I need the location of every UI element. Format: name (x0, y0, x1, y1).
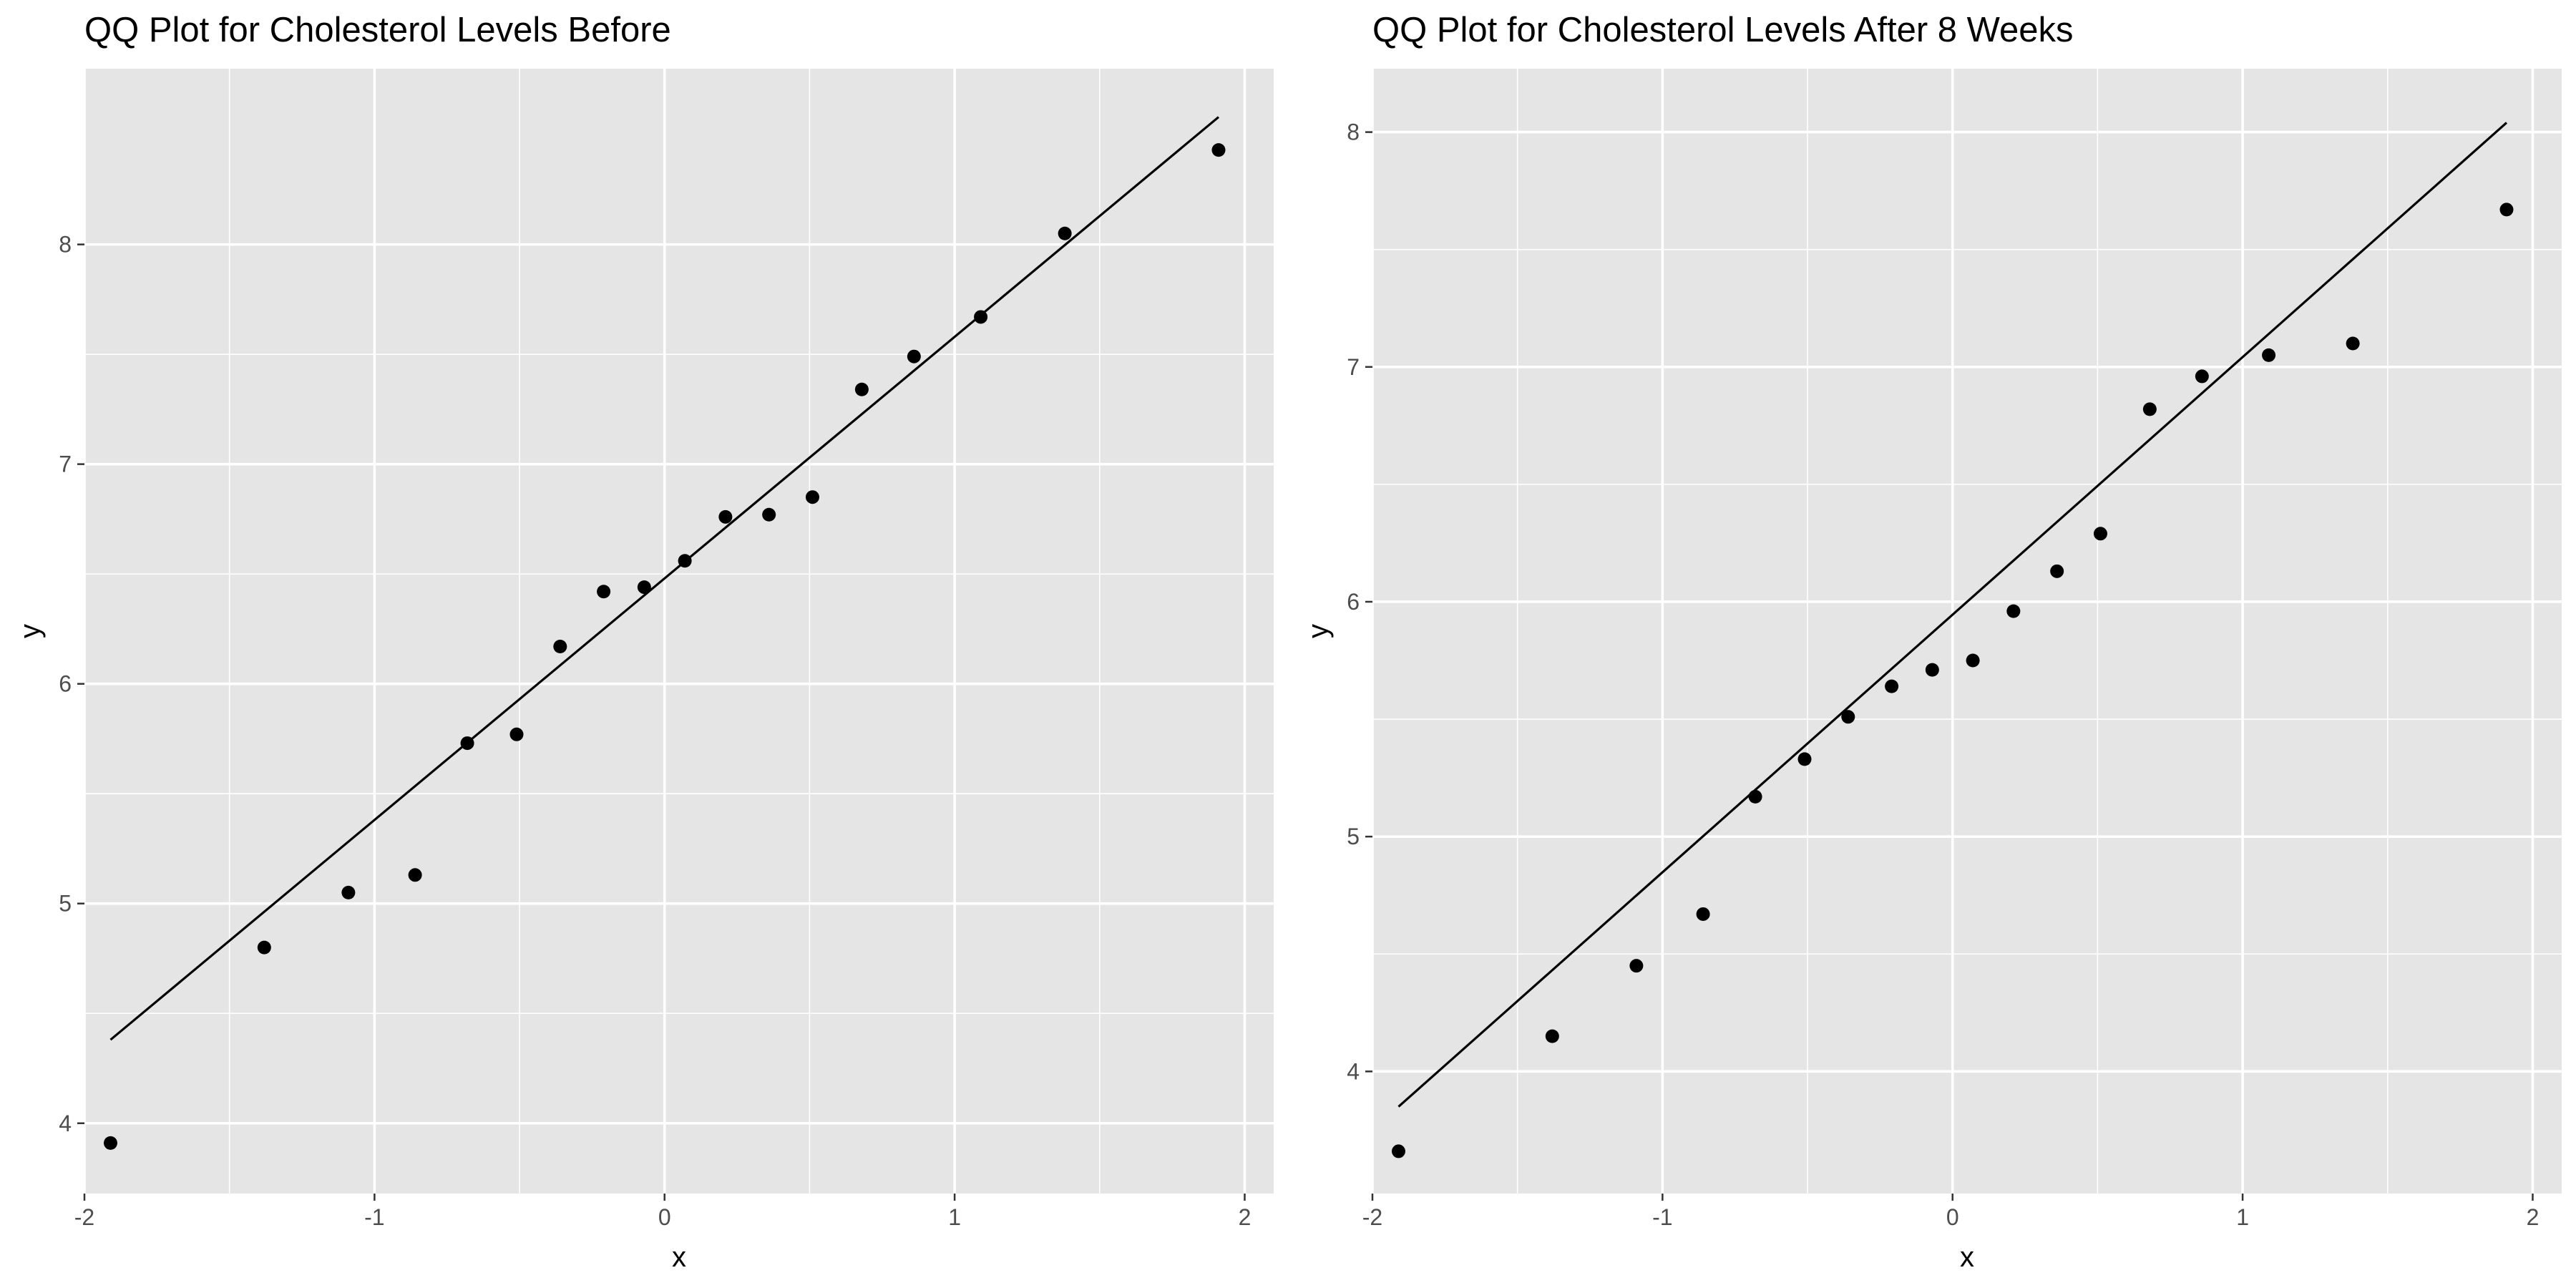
data-point (1391, 1144, 1405, 1158)
data-point (854, 382, 869, 396)
qq-plot-before-panel: QQ Plot for Cholesterol Levels Before -2… (14, 11, 1274, 1273)
data-point (460, 736, 474, 751)
x-tick-label: 0 (1946, 1204, 1959, 1230)
plot-background (84, 69, 1274, 1194)
data-point (2006, 604, 2021, 618)
x-tick-label: 1 (2236, 1204, 2249, 1230)
y-tick-label: 6 (1347, 589, 1360, 615)
y-tick-label: 4 (59, 1111, 72, 1136)
qq-plot-after-panel: QQ Plot for Cholesterol Levels After 8 W… (1288, 0, 2576, 1288)
data-point (1748, 789, 1762, 804)
y-tick-label: 5 (1347, 824, 1360, 849)
data-point (1925, 663, 1939, 677)
y-tick-label: 6 (59, 671, 72, 697)
y-tick-label: 8 (59, 232, 72, 258)
data-point (1629, 959, 1644, 973)
y-axis-title: y (1302, 624, 1334, 638)
y-tick-label: 8 (1347, 119, 1360, 145)
data-point (103, 1136, 117, 1150)
chart-title-after: QQ Plot for Cholesterol Levels After 8 W… (1372, 11, 2074, 49)
data-point (678, 554, 692, 568)
x-axis-title: x (1960, 1241, 1974, 1273)
y-tick-label: 7 (59, 452, 72, 477)
x-axis-title: x (672, 1241, 686, 1273)
y-tick-label: 4 (1347, 1058, 1360, 1084)
data-point (408, 868, 422, 882)
data-point (341, 885, 356, 899)
data-point (597, 585, 611, 599)
data-point (907, 349, 921, 364)
x-tick-label: -1 (364, 1204, 384, 1230)
data-point (2142, 402, 2157, 416)
data-point (1211, 143, 1226, 157)
data-point (1885, 679, 1899, 693)
x-tick-label: 0 (658, 1204, 671, 1230)
chart-title-before: QQ Plot for Cholesterol Levels Before (84, 11, 671, 49)
data-point (2499, 203, 2514, 217)
x-tick-label: -2 (1362, 1204, 1382, 1230)
data-point (1696, 907, 1710, 921)
qq-plot-after: -2 -1 0 1 2 4 5 6 7 8 x y (1302, 69, 2562, 1273)
data-point (718, 509, 733, 524)
data-point (1058, 226, 1072, 240)
x-tick-label: -1 (1652, 1204, 1672, 1230)
data-point (2346, 336, 2360, 351)
y-tick-label: 7 (1347, 354, 1360, 380)
data-point (762, 507, 776, 522)
plot-background (1372, 69, 2562, 1194)
x-tick-label: 2 (2527, 1204, 2540, 1230)
data-point (2050, 564, 2064, 578)
qq-reference-line (109, 116, 1220, 1041)
data-point (1545, 1029, 1559, 1043)
data-point (2093, 527, 2107, 541)
y-tick-label: 5 (59, 891, 72, 917)
data-point (257, 940, 271, 955)
data-point (1966, 653, 1980, 668)
data-point (1797, 752, 1812, 766)
y-axis-title: y (14, 624, 46, 638)
data-point (509, 727, 524, 741)
qq-plot-before: -2 -1 0 1 2 4 5 6 7 8 x y (14, 69, 1274, 1273)
x-tick-label: 2 (1239, 1204, 1252, 1230)
data-point (2195, 369, 2209, 384)
x-tick-label: -2 (74, 1204, 94, 1230)
data-point (553, 639, 567, 653)
data-point (1841, 710, 1855, 724)
qq-reference-line (1397, 122, 2508, 1108)
data-point (637, 580, 651, 595)
data-point (805, 490, 819, 504)
data-point (2262, 348, 2276, 362)
x-tick-label: 1 (948, 1204, 961, 1230)
data-point (974, 310, 988, 324)
